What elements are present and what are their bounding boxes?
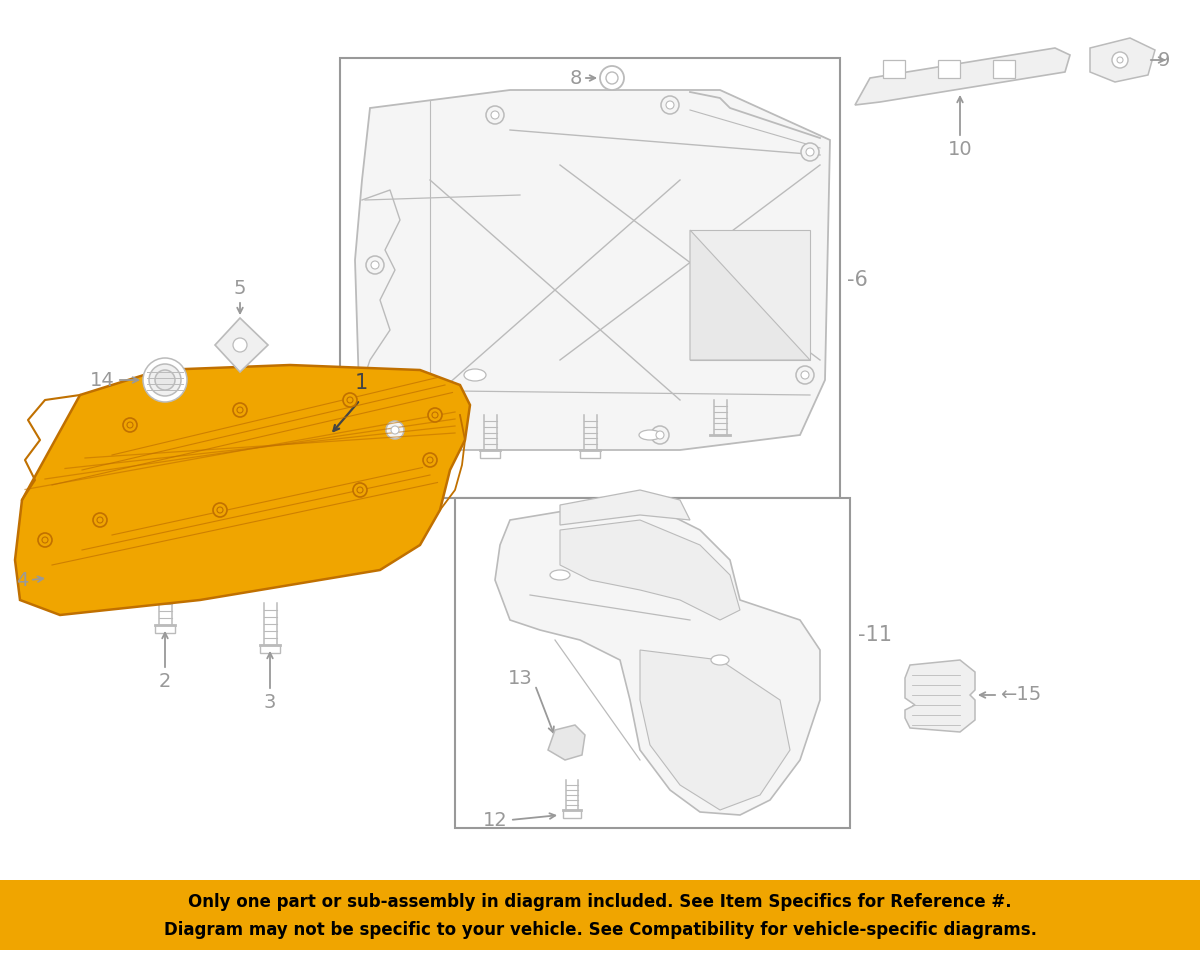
Circle shape bbox=[233, 403, 247, 417]
Circle shape bbox=[214, 503, 227, 517]
Polygon shape bbox=[905, 660, 974, 732]
Polygon shape bbox=[1090, 38, 1154, 82]
Circle shape bbox=[217, 507, 223, 513]
Polygon shape bbox=[690, 230, 810, 360]
Polygon shape bbox=[560, 520, 740, 620]
Circle shape bbox=[432, 412, 438, 418]
Circle shape bbox=[353, 483, 367, 497]
Circle shape bbox=[366, 256, 384, 274]
Polygon shape bbox=[560, 490, 690, 525]
Text: 1: 1 bbox=[355, 373, 368, 393]
Text: 3: 3 bbox=[264, 693, 276, 712]
Bar bbox=[0, 880, 1200, 950]
Circle shape bbox=[42, 537, 48, 543]
Text: Only one part or sub-assembly in diagram included. See Item Specifics for Refere: Only one part or sub-assembly in diagram… bbox=[188, 893, 1012, 911]
Polygon shape bbox=[215, 318, 268, 372]
Circle shape bbox=[358, 487, 364, 493]
Circle shape bbox=[427, 457, 433, 463]
Text: 7: 7 bbox=[418, 458, 430, 476]
Polygon shape bbox=[548, 725, 586, 760]
Text: ←15: ←15 bbox=[1000, 686, 1042, 704]
Ellipse shape bbox=[550, 570, 570, 580]
Circle shape bbox=[143, 358, 187, 402]
Circle shape bbox=[94, 513, 107, 527]
Text: 10: 10 bbox=[948, 140, 972, 159]
Bar bbox=[563, 810, 581, 818]
Text: 5: 5 bbox=[234, 279, 246, 298]
Circle shape bbox=[238, 407, 242, 413]
Circle shape bbox=[606, 72, 618, 84]
Circle shape bbox=[650, 426, 670, 444]
Text: 13: 13 bbox=[508, 669, 533, 688]
Circle shape bbox=[491, 111, 499, 119]
Polygon shape bbox=[640, 650, 790, 810]
Circle shape bbox=[428, 408, 442, 422]
Circle shape bbox=[1112, 52, 1128, 68]
Text: 14: 14 bbox=[90, 371, 115, 390]
Polygon shape bbox=[355, 90, 830, 450]
Circle shape bbox=[1117, 57, 1123, 63]
Circle shape bbox=[802, 143, 818, 161]
Circle shape bbox=[124, 418, 137, 432]
Circle shape bbox=[600, 66, 624, 90]
Bar bbox=[938, 60, 960, 78]
Text: 2: 2 bbox=[158, 672, 172, 691]
Circle shape bbox=[371, 261, 379, 269]
Ellipse shape bbox=[464, 369, 486, 381]
Polygon shape bbox=[854, 48, 1070, 105]
Bar bbox=[155, 625, 175, 633]
Circle shape bbox=[127, 422, 133, 428]
Bar bbox=[50, 575, 70, 583]
Circle shape bbox=[666, 101, 674, 109]
Circle shape bbox=[802, 371, 809, 379]
Bar bbox=[581, 450, 600, 458]
Circle shape bbox=[97, 517, 103, 523]
Text: 8: 8 bbox=[570, 69, 582, 87]
Circle shape bbox=[233, 338, 247, 352]
Text: 12: 12 bbox=[484, 810, 508, 830]
Text: Diagram may not be specific to your vehicle. See Compatibility for vehicle-speci: Diagram may not be specific to your vehi… bbox=[163, 921, 1037, 939]
Circle shape bbox=[155, 370, 175, 390]
Circle shape bbox=[656, 431, 664, 439]
Circle shape bbox=[391, 426, 398, 434]
Circle shape bbox=[347, 397, 353, 403]
Circle shape bbox=[661, 96, 679, 114]
Circle shape bbox=[796, 366, 814, 384]
Circle shape bbox=[386, 421, 404, 439]
Circle shape bbox=[806, 148, 814, 156]
Text: -11: -11 bbox=[858, 625, 892, 645]
Polygon shape bbox=[496, 505, 820, 815]
Text: 4: 4 bbox=[16, 571, 28, 589]
Ellipse shape bbox=[640, 430, 661, 440]
Ellipse shape bbox=[710, 655, 730, 665]
Circle shape bbox=[486, 106, 504, 124]
Bar bbox=[883, 60, 905, 78]
Text: 9: 9 bbox=[1158, 51, 1170, 70]
Bar bbox=[260, 645, 280, 653]
Circle shape bbox=[149, 364, 181, 396]
Circle shape bbox=[343, 393, 358, 407]
Polygon shape bbox=[690, 230, 810, 360]
Bar bbox=[340, 58, 840, 498]
Text: -6: -6 bbox=[847, 270, 868, 290]
Polygon shape bbox=[14, 365, 470, 615]
Bar bbox=[994, 60, 1015, 78]
Bar bbox=[480, 450, 499, 458]
Circle shape bbox=[38, 533, 52, 547]
Circle shape bbox=[424, 453, 437, 467]
Bar bbox=[455, 498, 850, 828]
Bar bbox=[710, 435, 730, 443]
